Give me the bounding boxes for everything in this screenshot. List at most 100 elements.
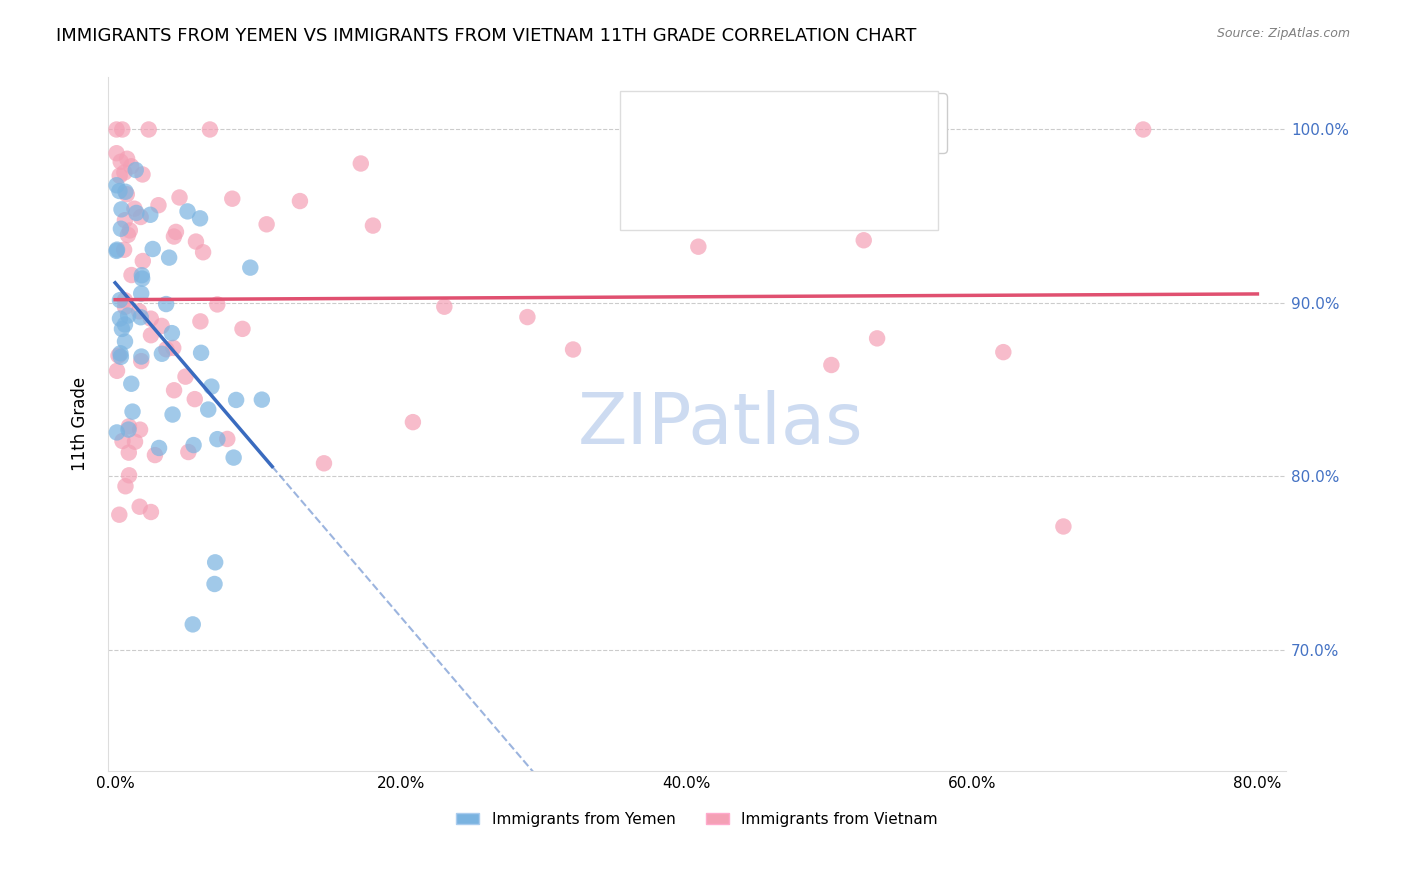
Immigrants from Yemen: [139, 208, 162, 222]
Immigrants from Vietnam: [155, 343, 177, 357]
Immigrants from Yemen: [105, 243, 128, 257]
Immigrants from Yemen: [148, 441, 170, 455]
Immigrants from Vietnam: [184, 235, 207, 249]
Immigrants from Vietnam: [128, 304, 150, 318]
Immigrants from Yemen: [110, 350, 132, 364]
Immigrants from Yemen: [108, 293, 131, 307]
Immigrants from Vietnam: [121, 268, 143, 282]
Immigrants from Vietnam: [184, 392, 207, 406]
Immigrants from Vietnam: [114, 479, 136, 493]
Immigrants from Vietnam: [139, 328, 162, 343]
Immigrants from Yemen: [129, 310, 152, 325]
Immigrants from Vietnam: [139, 311, 162, 326]
Legend: Immigrants from Yemen, Immigrants from Vietnam: Immigrants from Yemen, Immigrants from V…: [450, 805, 943, 833]
Immigrants from Yemen: [157, 251, 180, 265]
Immigrants from Vietnam: [190, 314, 212, 328]
Immigrants from Yemen: [114, 334, 136, 349]
Immigrants from Yemen: [155, 297, 177, 311]
Immigrants from Vietnam: [198, 122, 221, 136]
Immigrants from Vietnam: [820, 358, 842, 372]
Immigrants from Vietnam: [312, 456, 335, 470]
Immigrants from Yemen: [105, 244, 128, 258]
Immigrants from Yemen: [207, 432, 229, 446]
Immigrants from Yemen: [142, 242, 165, 256]
Immigrants from Vietnam: [112, 165, 135, 179]
FancyBboxPatch shape: [620, 91, 938, 230]
Immigrants from Vietnam: [191, 245, 214, 260]
Immigrants from Vietnam: [221, 192, 243, 206]
Immigrants from Vietnam: [111, 122, 134, 136]
Immigrants from Vietnam: [231, 322, 253, 336]
Immigrants from Yemen: [125, 163, 148, 178]
Immigrants from Yemen: [120, 376, 142, 391]
Immigrants from Yemen: [150, 347, 173, 361]
Immigrants from Vietnam: [148, 198, 170, 212]
Immigrants from Vietnam: [516, 310, 538, 324]
Text: Source: ZipAtlas.com: Source: ZipAtlas.com: [1216, 27, 1350, 40]
Immigrants from Yemen: [125, 206, 148, 220]
Immigrants from Vietnam: [131, 168, 153, 182]
Immigrants from Vietnam: [118, 419, 141, 434]
Immigrants from Yemen: [160, 326, 183, 340]
Immigrants from Yemen: [204, 577, 226, 591]
Immigrants from Yemen: [129, 286, 152, 301]
Immigrants from Vietnam: [174, 369, 197, 384]
Immigrants from Yemen: [190, 346, 212, 360]
Immigrants from Yemen: [121, 404, 143, 418]
Immigrants from Vietnam: [129, 423, 152, 437]
Immigrants from Vietnam: [118, 223, 141, 237]
Immigrants from Vietnam: [118, 468, 141, 483]
Immigrants from Vietnam: [1132, 122, 1154, 136]
Immigrants from Vietnam: [165, 225, 187, 239]
Immigrants from Yemen: [131, 271, 153, 285]
Immigrants from Yemen: [197, 402, 219, 417]
Immigrants from Yemen: [250, 392, 273, 407]
Immigrants from Vietnam: [766, 170, 789, 185]
Immigrants from Vietnam: [1052, 519, 1074, 533]
Immigrants from Vietnam: [124, 434, 146, 449]
Immigrants from Yemen: [222, 450, 245, 465]
Immigrants from Yemen: [114, 185, 136, 199]
Immigrants from Vietnam: [993, 345, 1015, 359]
Immigrants from Vietnam: [108, 169, 131, 183]
Immigrants from Vietnam: [852, 233, 875, 247]
Immigrants from Vietnam: [139, 505, 162, 519]
Immigrants from Vietnam: [105, 122, 128, 136]
Immigrants from Vietnam: [129, 210, 152, 224]
Immigrants from Yemen: [131, 350, 153, 364]
Immigrants from Yemen: [105, 178, 128, 193]
Immigrants from Vietnam: [866, 331, 889, 345]
Text: ZIPatlas: ZIPatlas: [578, 390, 863, 458]
Immigrants from Yemen: [225, 392, 247, 407]
Immigrants from Yemen: [117, 309, 139, 323]
Immigrants from Yemen: [110, 346, 132, 360]
Immigrants from Vietnam: [114, 300, 136, 314]
Immigrants from Vietnam: [150, 318, 173, 333]
Immigrants from Vietnam: [835, 188, 858, 202]
Immigrants from Vietnam: [177, 445, 200, 459]
Immigrants from Yemen: [239, 260, 262, 275]
Immigrants from Vietnam: [128, 500, 150, 514]
Immigrants from Vietnam: [350, 156, 373, 170]
Immigrants from Yemen: [204, 555, 226, 569]
Immigrants from Vietnam: [115, 152, 138, 166]
Y-axis label: 11th Grade: 11th Grade: [72, 377, 89, 472]
Immigrants from Yemen: [176, 204, 198, 219]
Immigrants from Vietnam: [107, 349, 129, 363]
Immigrants from Yemen: [111, 322, 134, 336]
Immigrants from Vietnam: [118, 445, 141, 459]
Immigrants from Vietnam: [256, 217, 278, 231]
Immigrants from Vietnam: [129, 354, 152, 368]
Immigrants from Vietnam: [115, 187, 138, 202]
Immigrants from Vietnam: [163, 229, 186, 244]
Immigrants from Yemen: [162, 408, 184, 422]
Immigrants from Yemen: [181, 617, 204, 632]
Immigrants from Vietnam: [105, 364, 128, 378]
Immigrants from Vietnam: [217, 432, 239, 446]
Immigrants from Vietnam: [111, 434, 134, 448]
Immigrants from Yemen: [183, 438, 205, 452]
Immigrants from Yemen: [110, 202, 132, 217]
Immigrants from Vietnam: [132, 254, 155, 268]
Immigrants from Vietnam: [433, 300, 456, 314]
Immigrants from Yemen: [131, 268, 153, 283]
